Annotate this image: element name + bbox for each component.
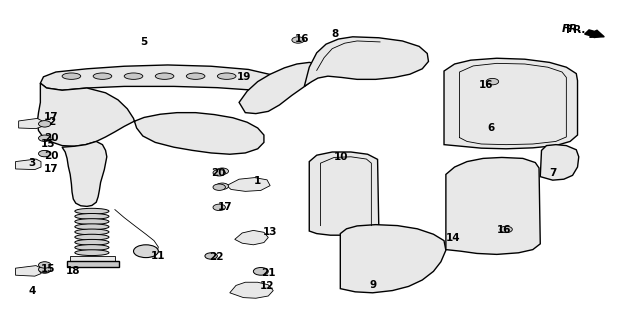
Text: 16: 16 <box>295 34 310 44</box>
Text: 2: 2 <box>48 116 55 127</box>
Ellipse shape <box>217 73 236 79</box>
Ellipse shape <box>186 73 205 79</box>
Circle shape <box>134 245 158 258</box>
Circle shape <box>39 135 51 141</box>
Polygon shape <box>37 83 264 154</box>
Ellipse shape <box>155 73 174 79</box>
Polygon shape <box>230 282 273 298</box>
Text: 10: 10 <box>334 152 349 162</box>
Polygon shape <box>540 145 579 180</box>
Polygon shape <box>304 37 428 86</box>
Text: 17: 17 <box>44 112 59 122</box>
Polygon shape <box>227 178 270 191</box>
Polygon shape <box>446 157 540 254</box>
Text: 13: 13 <box>263 227 278 237</box>
FancyArrow shape <box>584 30 604 37</box>
Circle shape <box>39 121 50 127</box>
Circle shape <box>253 268 268 275</box>
Text: 6: 6 <box>487 123 494 133</box>
Polygon shape <box>340 225 446 293</box>
Ellipse shape <box>75 213 109 219</box>
Text: 20: 20 <box>211 168 226 179</box>
Text: 5: 5 <box>140 36 148 47</box>
Ellipse shape <box>93 73 112 79</box>
Text: 14: 14 <box>446 233 461 244</box>
Polygon shape <box>444 58 578 149</box>
Circle shape <box>39 268 50 273</box>
Circle shape <box>39 151 50 156</box>
Text: 17: 17 <box>44 164 59 174</box>
Polygon shape <box>235 230 268 245</box>
Polygon shape <box>239 62 323 114</box>
Polygon shape <box>16 266 41 276</box>
Circle shape <box>213 184 225 190</box>
Text: 15: 15 <box>41 264 56 275</box>
Text: 15: 15 <box>41 139 56 149</box>
Circle shape <box>39 121 51 127</box>
Ellipse shape <box>75 224 109 230</box>
Text: 3: 3 <box>29 158 36 168</box>
Text: 18: 18 <box>66 266 81 276</box>
Text: 12: 12 <box>260 281 274 292</box>
Ellipse shape <box>75 239 109 245</box>
Circle shape <box>39 262 51 268</box>
Polygon shape <box>309 152 379 235</box>
Circle shape <box>39 262 50 268</box>
Circle shape <box>213 204 225 211</box>
Polygon shape <box>19 118 42 129</box>
Circle shape <box>39 266 51 273</box>
Ellipse shape <box>124 73 143 79</box>
Text: FR.: FR. <box>562 24 583 35</box>
Text: 16: 16 <box>497 225 512 235</box>
Circle shape <box>205 253 217 259</box>
Polygon shape <box>70 256 115 261</box>
Polygon shape <box>67 261 119 267</box>
Circle shape <box>39 135 50 141</box>
Text: 22: 22 <box>209 252 224 262</box>
Ellipse shape <box>62 73 81 79</box>
Circle shape <box>486 78 499 85</box>
Circle shape <box>216 183 229 189</box>
Text: 7: 7 <box>549 168 556 178</box>
Ellipse shape <box>75 244 109 250</box>
Polygon shape <box>62 141 107 206</box>
Ellipse shape <box>75 234 109 240</box>
Circle shape <box>216 168 229 174</box>
Circle shape <box>292 37 304 43</box>
Text: 9: 9 <box>369 280 376 290</box>
Polygon shape <box>40 65 283 91</box>
Text: 1: 1 <box>254 176 261 186</box>
Text: 21: 21 <box>261 268 276 278</box>
Circle shape <box>500 226 512 233</box>
Ellipse shape <box>75 250 109 256</box>
Text: FR.: FR. <box>566 25 586 36</box>
Text: 17: 17 <box>217 202 232 212</box>
Text: 19: 19 <box>237 72 252 83</box>
Text: 11: 11 <box>151 251 166 261</box>
Ellipse shape <box>75 208 109 214</box>
Polygon shape <box>16 159 41 170</box>
Ellipse shape <box>75 219 109 224</box>
Text: 8: 8 <box>332 28 339 39</box>
Text: 4: 4 <box>29 286 36 296</box>
Ellipse shape <box>75 229 109 235</box>
Circle shape <box>39 150 51 157</box>
Text: 20: 20 <box>44 151 59 161</box>
Circle shape <box>213 170 225 176</box>
Text: 20: 20 <box>44 133 59 143</box>
Text: 16: 16 <box>478 80 493 90</box>
